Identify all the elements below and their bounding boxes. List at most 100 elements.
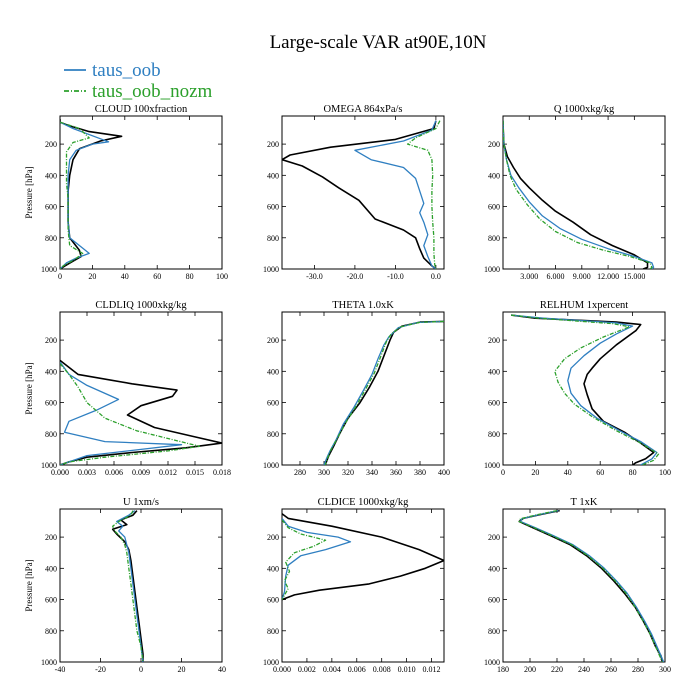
y-tick-label: 1000 [484,461,500,470]
series-line-green [60,363,201,465]
y-tick-label: 400 [267,367,279,376]
x-tick-label: 0.003 [78,468,96,477]
x-tick-label: 20 [531,468,539,477]
y-tick-label: 1000 [41,461,57,470]
x-tick-label: 0.004 [323,665,341,674]
y-tick-label: 400 [488,367,500,376]
series-line-blue [519,509,665,662]
x-tick-label: 200 [524,665,536,674]
x-tick-label: 0.010 [398,665,416,674]
y-tick-label: 400 [45,171,57,180]
panel-title: CLDLIQ 1000xkg/kg [95,300,187,311]
series-line-blue [354,120,437,269]
x-tick-label: 400 [438,468,450,477]
x-tick-label: 0.015 [186,468,204,477]
x-tick-label: 40 [218,665,226,674]
x-tick-label: 280 [632,665,644,674]
series-line-black [518,509,664,662]
y-tick-label: 200 [488,533,500,542]
x-tick-label: 0.012 [423,665,441,674]
series-line-black [282,120,437,269]
series-line-green [112,510,144,662]
y-tick-label: 800 [488,430,500,439]
panel-8: T 1xK 180 200 220 240 260 280 300 200 400 600 800 10… [484,497,671,674]
y-tick-label: 1000 [484,658,500,667]
y-tick-label: 800 [45,430,57,439]
x-tick-label: 20 [178,665,186,674]
y-tick-label: 800 [267,627,279,636]
plot-frame [502,508,666,663]
x-tick-label: 40 [121,272,129,281]
x-tick-label: 80 [186,272,194,281]
plot-frame [281,508,445,663]
x-tick-label: 0.006 [348,665,366,674]
x-tick-label: 320 [342,468,354,477]
y-tick-label: 200 [267,336,279,345]
y-tick-label: 1000 [41,658,57,667]
x-tick-label: 3.000 [520,272,538,281]
y-tick-label: 400 [488,171,500,180]
series-line-blue [511,314,658,465]
x-tick-label: -20.0 [347,272,364,281]
y-tick-label: 600 [267,399,279,408]
y-tick-label: 800 [488,627,500,636]
y-tick-label: 600 [488,399,500,408]
series-line-black [60,119,123,269]
y-tick-label: 400 [267,171,279,180]
series-line-green [60,121,90,269]
x-tick-label: -30.0 [306,272,323,281]
y-tick-label: 200 [45,533,57,542]
plot-frame [502,311,666,466]
y-tick-label: 200 [267,140,279,149]
plot-frame [281,115,445,270]
y-tick-label: 600 [488,596,500,605]
y-tick-label: 600 [267,596,279,605]
series-line-green [511,314,660,465]
y-tick-label: 800 [267,430,279,439]
panel-3: CLDLIQ 1000xkg/kg Pressure [hPa] 0.000 0.00… [24,300,231,477]
x-tick-label: 60 [596,468,604,477]
y-tick-label: 800 [45,627,57,636]
series-line-blue [60,361,183,465]
x-tick-label: 6.000 [547,272,565,281]
panel-title: OMEGA 864xPa/s [323,104,402,115]
x-tick-label: -20 [95,665,106,674]
x-tick-label: 240 [578,665,590,674]
series-line-blue [503,120,655,269]
panel-0: CLOUD 100xfraction Pressure [hPa] 0 20 40 60 8… [24,104,228,281]
panel-7: CLDICE 1000xkg/kg 0.000 0.002 0.004 0.006 0.0… [263,497,445,674]
y-tick-label: 800 [267,234,279,243]
x-tick-label: 80 [629,468,637,477]
panel-title: Q 1000xkg/kg [554,104,615,115]
x-tick-label: 40 [564,468,572,477]
series-line-green [282,519,327,600]
x-tick-label: 9.000 [573,272,591,281]
x-tick-label: 60 [153,272,161,281]
series-line-blue [323,320,444,465]
y-tick-label: 1000 [263,265,279,274]
y-tick-label: 600 [488,203,500,212]
y-tick-label: 1000 [263,658,279,667]
x-tick-label: 220 [551,665,563,674]
y-tick-label: 200 [45,140,57,149]
panel-2: Q 1000xkg/kg 3.000 6.000 9.000 12.000 15.000 2… [484,104,666,281]
y-tick-label: 400 [45,367,57,376]
y-tick-label: 400 [267,564,279,573]
series-line-green [406,120,441,269]
y-tick-label: 800 [488,234,500,243]
x-tick-label: 20 [88,272,96,281]
panel-title: RELHUM 1xpercent [540,300,628,311]
series-line-blue [116,510,144,662]
panel-title: CLOUD 100xfraction [95,104,188,115]
x-tick-label: 300 [659,665,671,674]
figure-title: Large-scale VAR at90E,10N [270,32,487,53]
x-tick-label: 180 [497,665,509,674]
x-tick-label: 0.006 [105,468,123,477]
y-tick-label: 1000 [484,265,500,274]
x-tick-label: 0 [58,272,62,281]
series-line-black [111,510,144,662]
y-tick-label: 600 [45,596,57,605]
x-tick-label: 0.009 [132,468,150,477]
x-tick-label: 360 [390,468,402,477]
y-tick-label: 400 [488,564,500,573]
